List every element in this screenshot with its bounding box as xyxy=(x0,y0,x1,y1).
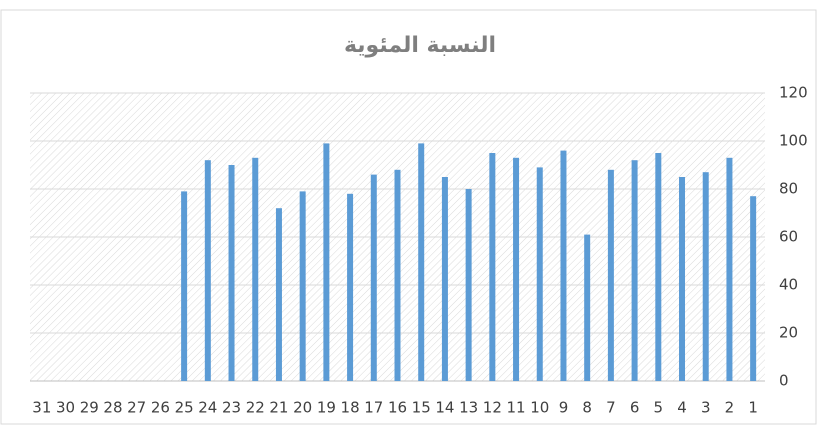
bar xyxy=(347,193,354,381)
x-tick-label: 13 xyxy=(459,399,478,417)
x-tick-label: 12 xyxy=(483,399,502,417)
bar xyxy=(631,160,638,381)
y-tick-label: 40 xyxy=(779,276,798,294)
x-tick-label: 23 xyxy=(222,399,241,417)
x-tick-label: 20 xyxy=(293,399,312,417)
x-tick-label: 14 xyxy=(435,399,454,417)
bar xyxy=(181,191,188,381)
bar xyxy=(418,143,425,381)
bar xyxy=(252,157,259,381)
x-tick-label: 11 xyxy=(507,399,526,417)
x-tick-label: 3 xyxy=(701,399,711,417)
bar xyxy=(584,234,591,381)
bar xyxy=(750,196,757,381)
x-tick-label: 21 xyxy=(269,399,288,417)
x-tick-label: 4 xyxy=(677,399,687,417)
x-tick-label: 27 xyxy=(127,399,146,417)
bar xyxy=(299,191,306,381)
x-tick-label: 29 xyxy=(80,399,99,417)
x-tick-label: 7 xyxy=(606,399,616,417)
chart-title: النسبة المئوية xyxy=(344,33,496,58)
bar xyxy=(275,208,282,381)
y-tick-label: 120 xyxy=(779,84,808,102)
bar xyxy=(394,169,401,381)
y-tick-label: 60 xyxy=(779,228,798,246)
y-tick-label: 20 xyxy=(779,324,798,342)
x-tick-label: 30 xyxy=(56,399,75,417)
x-tick-label: 2 xyxy=(725,399,735,417)
x-tick-label: 16 xyxy=(388,399,407,417)
x-tick-label: 10 xyxy=(530,399,549,417)
bar xyxy=(465,189,472,381)
bar xyxy=(441,177,448,381)
x-tick-label: 26 xyxy=(151,399,170,417)
x-tick-label: 1 xyxy=(748,399,758,417)
x-tick-label: 18 xyxy=(341,399,360,417)
bar xyxy=(536,167,543,381)
bar xyxy=(370,174,377,381)
bar xyxy=(489,153,496,381)
bar xyxy=(679,177,686,381)
x-tick-label: 25 xyxy=(175,399,194,417)
x-tick-label: 9 xyxy=(559,399,569,417)
bar xyxy=(726,157,733,381)
x-tick-label: 15 xyxy=(412,399,431,417)
bar xyxy=(702,172,709,381)
x-tick-label: 31 xyxy=(32,399,51,417)
x-tick-label: 19 xyxy=(317,399,336,417)
x-tick-label: 6 xyxy=(630,399,640,417)
bar xyxy=(228,165,235,381)
x-tick-label: 22 xyxy=(246,399,265,417)
y-tick-label: 80 xyxy=(779,180,798,198)
bar xyxy=(513,157,520,381)
bar xyxy=(560,150,567,381)
y-tick-label: 100 xyxy=(779,132,808,150)
bar xyxy=(204,160,211,381)
bar xyxy=(323,143,330,381)
x-tick-label: 8 xyxy=(582,399,592,417)
x-tick-label: 5 xyxy=(654,399,664,417)
x-tick-label: 24 xyxy=(198,399,217,417)
y-tick-label: 0 xyxy=(779,372,789,390)
bar xyxy=(655,153,662,381)
x-tick-label: 28 xyxy=(103,399,122,417)
x-tick-label: 17 xyxy=(364,399,383,417)
bar xyxy=(607,169,614,381)
